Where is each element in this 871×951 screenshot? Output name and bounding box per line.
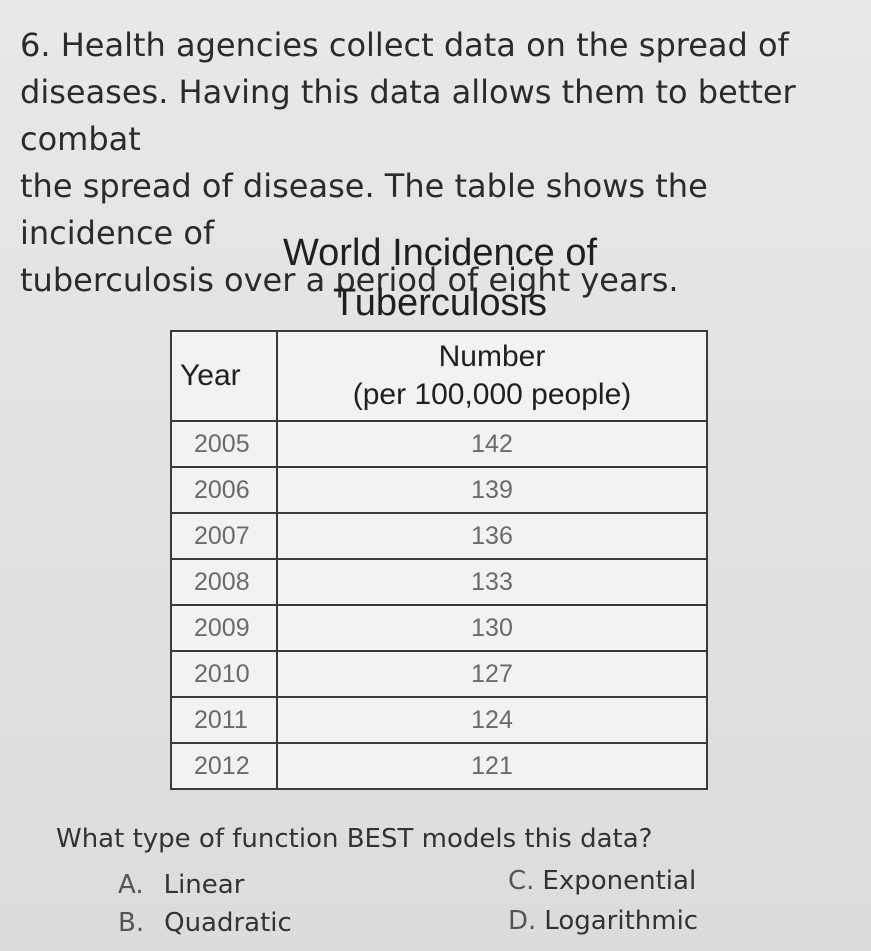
number-cell: 130 [276,604,708,652]
number-cell: 136 [276,512,708,560]
question-line: 6. Health agencies collect data on the s… [20,26,789,64]
year-cell: 2006 [170,466,278,514]
table-row: 2011 124 [170,696,708,744]
year-cell: 2011 [170,696,278,744]
question-prompt: What type of function BEST models this d… [56,824,653,854]
table-row: 2009 130 [170,604,708,652]
question-text: 6. Health agencies collect data on the s… [20,22,860,304]
choice-a[interactable]: A. Linear [118,870,244,900]
table-row: 2008 133 [170,558,708,606]
choice-text: Exponential [542,866,697,896]
year-cell: 2012 [170,742,278,790]
choice-letter: A. [118,870,144,900]
choice-b[interactable]: B. Quadratic [118,908,292,938]
table-row: 2005 142 [170,420,708,468]
year-cell: 2010 [170,650,278,698]
table-row: 2012 121 [170,742,708,790]
choice-letter: B. [118,908,145,938]
choice-c[interactable]: C. Exponential [508,866,696,896]
number-header-line: Number [438,340,546,373]
table-title-line: World Incidence of [282,232,598,274]
question-line: the spread of disease. The table shows t… [20,167,708,252]
table-row: 2010 127 [170,650,708,698]
number-cell: 139 [276,466,708,514]
choice-letter: C. [508,866,535,896]
choice-text: Logarithmic [544,906,699,936]
choice-text: Quadratic [164,908,292,938]
table-row: 2007 136 [170,512,708,560]
table-header-row: Year Number (per 100,000 people) [170,330,708,422]
number-cell: 121 [276,742,708,790]
year-cell: 2005 [170,420,278,468]
table-row: 2006 139 [170,466,708,514]
number-cell: 133 [276,558,708,606]
year-cell: 2008 [170,558,278,606]
year-cell: 2009 [170,604,278,652]
number-cell: 124 [276,696,708,744]
table-title-line: Tuberculosis [332,282,547,324]
question-line: tuberculosis over a period of eight year… [20,261,679,299]
question-line: diseases. Having this data allows them t… [20,73,796,158]
number-cell: 127 [276,650,708,698]
tuberculosis-table: Year Number (per 100,000 people) 2005 14… [170,330,708,790]
choice-letter: D. [508,906,537,936]
table-title: World Incidence of Tuberculosis [200,228,680,328]
choice-text: Linear [163,870,245,900]
number-header-unit: (per 100,000 people) [352,378,632,411]
year-column-header: Year [170,330,278,422]
year-cell: 2007 [170,512,278,560]
choice-d[interactable]: D. Logarithmic [508,906,698,936]
number-column-header: Number (per 100,000 people) [276,330,708,422]
number-cell: 142 [276,420,708,468]
